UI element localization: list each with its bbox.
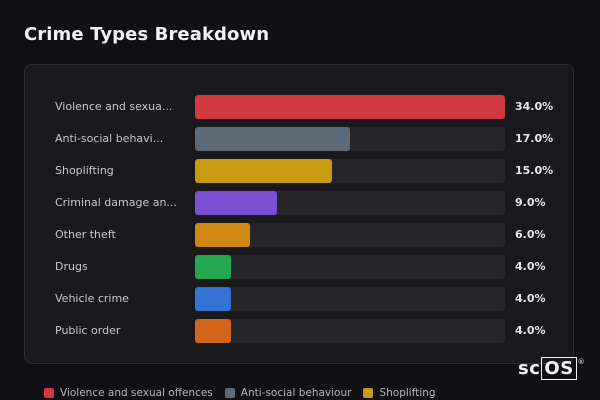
value-label: 34.0% — [515, 100, 554, 113]
legend-swatch — [224, 388, 235, 398]
chart-title: Crime Types Breakdown — [24, 24, 270, 45]
legend-item[interactable]: Shoplifting — [363, 387, 436, 399]
category-label: Criminal damage an... — [55, 196, 177, 209]
logo-prefix: sc — [518, 358, 541, 379]
legend-label: Shoplifting — [379, 387, 436, 399]
bar-track — [195, 127, 505, 151]
value-label: 15.0% — [515, 164, 554, 177]
bar[interactable] — [195, 223, 250, 247]
bar-track — [195, 319, 505, 343]
bar[interactable] — [195, 95, 505, 119]
bar-track — [195, 191, 505, 215]
category-label: Shoplifting — [55, 164, 114, 177]
logo-registered-mark: ® — [577, 358, 586, 366]
category-label: Anti-social behavi... — [55, 132, 164, 145]
value-label: 4.0% — [515, 292, 546, 305]
bar[interactable] — [195, 287, 232, 311]
category-label: Violence and sexua... — [55, 100, 173, 113]
bar-row: Drugs 4.0% — [25, 255, 573, 279]
bar[interactable] — [195, 319, 232, 343]
category-label: Drugs — [55, 260, 88, 273]
value-label: 17.0% — [515, 132, 554, 145]
chart-legend: Violence and sexual offences Anti-social … — [44, 386, 436, 400]
category-label: Other theft — [55, 228, 116, 241]
bar-row: Criminal damage an... 9.0% — [25, 191, 573, 215]
legend-label: Anti-social behaviour — [240, 387, 352, 399]
bar[interactable] — [195, 191, 278, 215]
bar-track — [195, 223, 505, 247]
bar[interactable] — [195, 255, 232, 279]
bar-track — [195, 95, 505, 119]
logo-boxed-text: OS — [541, 357, 577, 380]
bar-track — [195, 159, 505, 183]
legend-swatch — [363, 388, 374, 398]
bar[interactable] — [195, 127, 350, 151]
legend-item[interactable]: Anti-social behaviour — [224, 387, 352, 399]
bar-row: Other theft 6.0% — [25, 223, 573, 247]
bar-row: Violence and sexua... 34.0% — [25, 95, 573, 119]
value-label: 4.0% — [515, 324, 546, 337]
bar-track — [195, 255, 505, 279]
category-label: Vehicle crime — [55, 292, 129, 305]
bar-row: Anti-social behavi... 17.0% — [25, 127, 573, 151]
chart-card: Violence and sexua... 34.0% Anti-social be… — [24, 64, 574, 364]
legend-label: Violence and sexual offences — [60, 387, 213, 399]
bar-row: Shoplifting 15.0% — [25, 159, 573, 183]
category-label: Public order — [55, 324, 121, 337]
bar-row: Public order 4.0% — [25, 319, 573, 343]
legend-item[interactable]: Violence and sexual offences — [44, 387, 213, 399]
bar-row: Vehicle crime 4.0% — [25, 287, 573, 311]
value-label: 6.0% — [515, 228, 546, 241]
legend-swatch — [44, 388, 54, 398]
value-label: 4.0% — [515, 260, 546, 273]
bar-track — [195, 287, 505, 311]
value-label: 9.0% — [515, 196, 546, 209]
bar[interactable] — [195, 159, 332, 183]
brand-logo: sc OS ® — [518, 357, 586, 380]
